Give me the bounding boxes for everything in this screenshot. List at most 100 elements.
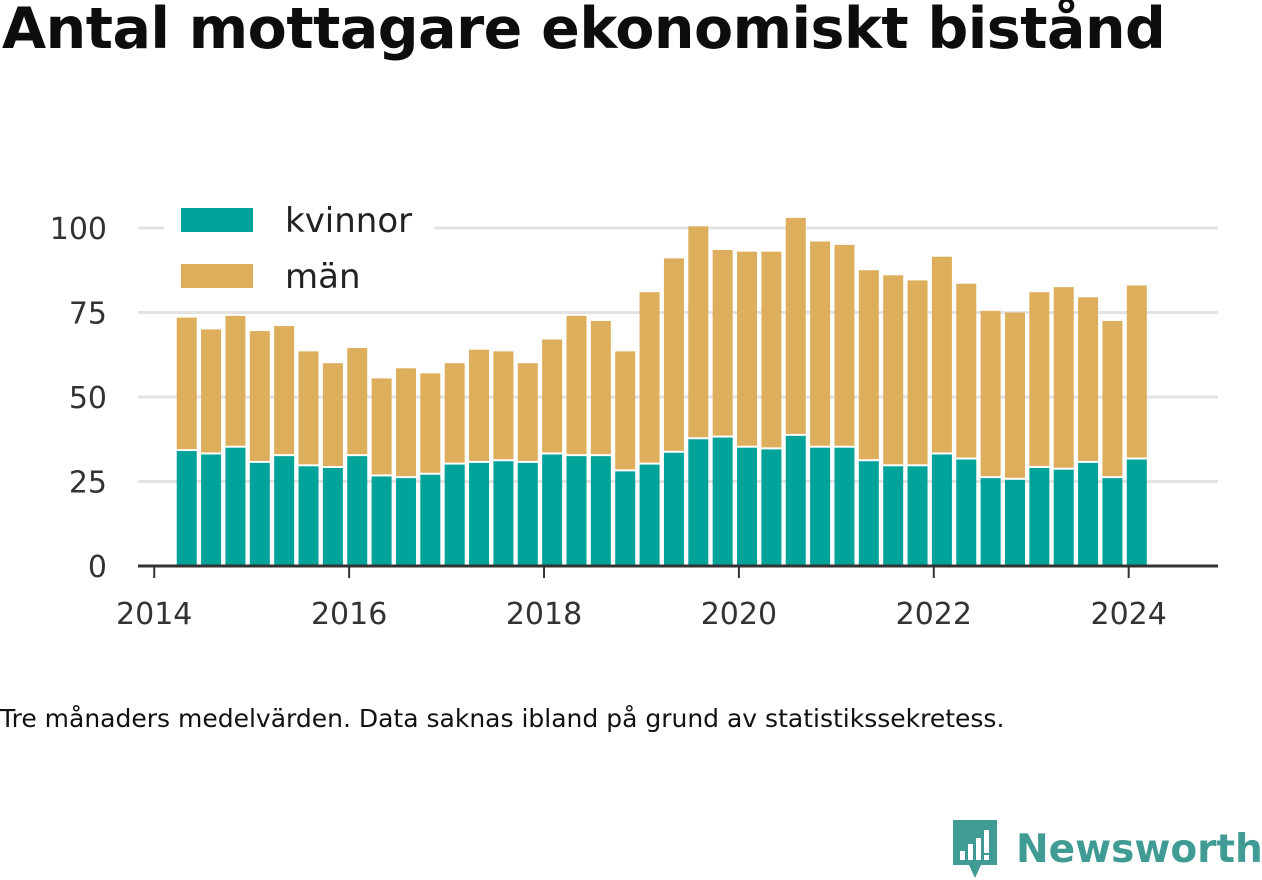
x-tick-label: 2024 bbox=[1090, 597, 1166, 632]
bar-kvinnor bbox=[858, 461, 879, 566]
bar-kvinnor bbox=[663, 452, 684, 566]
y-tick-label: 0 bbox=[88, 550, 107, 585]
stacked-bar-chart: 0 25 50 75 100 2014 2016 2018 2020 2022 2024 kvinn… bbox=[49, 196, 1218, 632]
bar-kvinnor bbox=[688, 439, 709, 566]
bar-man bbox=[347, 347, 368, 455]
bar-kvinnor bbox=[931, 454, 952, 566]
bar-kvinnor bbox=[347, 456, 368, 566]
bar-man bbox=[810, 241, 831, 446]
bar-man bbox=[542, 339, 563, 453]
bar-kvinnor bbox=[493, 461, 514, 566]
bar-kvinnor bbox=[761, 449, 782, 566]
bar-kvinnor bbox=[1102, 478, 1123, 566]
bar-man bbox=[1029, 292, 1050, 466]
bar-kvinnor bbox=[590, 456, 611, 566]
bar-man bbox=[1078, 297, 1099, 461]
bar-kvinnor bbox=[249, 462, 270, 566]
bar-man bbox=[201, 329, 222, 453]
legend-swatch bbox=[181, 208, 253, 232]
chart-title: Antal mottagare ekonomiskt bistånd bbox=[2, 0, 1166, 62]
bar-kvinnor bbox=[907, 466, 928, 566]
legend: kvinnor män bbox=[164, 196, 434, 310]
brand-mark[interactable]: Newsworthy bbox=[950, 818, 1262, 880]
bar-kvinnor bbox=[322, 467, 343, 566]
y-tick-label: 50 bbox=[69, 381, 107, 416]
bar-man bbox=[615, 351, 636, 470]
bar-kvinnor bbox=[395, 478, 416, 566]
bar-kvinnor bbox=[1029, 467, 1050, 566]
axes: 0 25 50 75 100 2014 2016 2018 2020 2022 2024 bbox=[50, 212, 1218, 632]
bar-kvinnor bbox=[176, 451, 197, 566]
bar-man bbox=[322, 363, 343, 466]
bar-man bbox=[420, 373, 441, 473]
bar-man bbox=[274, 326, 295, 455]
bar-kvinnor bbox=[517, 462, 538, 566]
bar-man bbox=[395, 368, 416, 477]
bar-man bbox=[639, 292, 660, 463]
bar-kvinnor bbox=[444, 464, 465, 566]
bar-man bbox=[1053, 287, 1074, 468]
bar-man bbox=[469, 349, 490, 461]
bar-kvinnor bbox=[1078, 462, 1099, 566]
x-tick-label: 2022 bbox=[896, 597, 972, 632]
y-tick-label: 75 bbox=[69, 297, 107, 332]
bar-man bbox=[858, 270, 879, 460]
x-tick-label: 2016 bbox=[311, 597, 387, 632]
bar-man bbox=[1126, 285, 1147, 458]
bar-man bbox=[225, 315, 246, 446]
bar-man bbox=[176, 317, 197, 450]
bar-man bbox=[761, 251, 782, 448]
bar-man bbox=[712, 249, 733, 436]
bar-man bbox=[980, 310, 1001, 477]
bar-man bbox=[785, 217, 806, 434]
bar-man bbox=[566, 315, 587, 455]
bar-man bbox=[444, 363, 465, 463]
bar-man bbox=[931, 256, 952, 453]
bar-kvinnor bbox=[956, 459, 977, 566]
bar-man bbox=[834, 244, 855, 446]
bar-man bbox=[298, 351, 319, 465]
bar-kvinnor bbox=[298, 466, 319, 566]
bar-kvinnor bbox=[469, 462, 490, 566]
bar-man bbox=[907, 280, 928, 465]
bar-man bbox=[249, 331, 270, 461]
bar-kvinnor bbox=[542, 454, 563, 566]
bar-man bbox=[590, 320, 611, 455]
bar-kvinnor bbox=[810, 447, 831, 566]
bars bbox=[176, 217, 1147, 566]
y-tick-label: 25 bbox=[69, 466, 107, 501]
newsworthy-bar-chart-logo-icon bbox=[953, 820, 997, 878]
bar-kvinnor bbox=[1126, 459, 1147, 566]
bar-kvinnor bbox=[883, 466, 904, 566]
legend-swatch bbox=[181, 264, 253, 288]
brand-name: Newsworthy bbox=[1016, 826, 1262, 872]
bar-kvinnor bbox=[566, 456, 587, 566]
bar-man bbox=[517, 363, 538, 461]
bar-kvinnor bbox=[639, 464, 660, 566]
x-tick-label: 2018 bbox=[506, 597, 582, 632]
bar-kvinnor bbox=[615, 471, 636, 566]
bar-kvinnor bbox=[420, 474, 441, 566]
bar-man bbox=[688, 226, 709, 438]
bar-man bbox=[737, 251, 758, 446]
legend-label: män bbox=[285, 257, 361, 297]
bar-kvinnor bbox=[371, 476, 392, 566]
bar-kvinnor bbox=[1004, 479, 1025, 566]
bar-man bbox=[1102, 320, 1123, 477]
bar-man bbox=[956, 283, 977, 458]
bar-man bbox=[883, 275, 904, 465]
bar-kvinnor bbox=[737, 447, 758, 566]
bar-kvinnor bbox=[785, 435, 806, 566]
bar-man bbox=[493, 351, 514, 460]
bar-kvinnor bbox=[712, 437, 733, 566]
y-tick-label: 100 bbox=[50, 212, 107, 247]
bar-man bbox=[371, 378, 392, 475]
bar-kvinnor bbox=[201, 454, 222, 566]
bar-kvinnor bbox=[1053, 469, 1074, 566]
x-tick-label: 2020 bbox=[701, 597, 777, 632]
bar-man bbox=[1004, 312, 1025, 478]
x-tick-label: 2014 bbox=[116, 597, 192, 632]
bar-kvinnor bbox=[980, 478, 1001, 566]
legend-label: kvinnor bbox=[285, 201, 412, 241]
chart-footnote: Tre månaders medelvärden. Data saknas ib… bbox=[0, 704, 1005, 733]
